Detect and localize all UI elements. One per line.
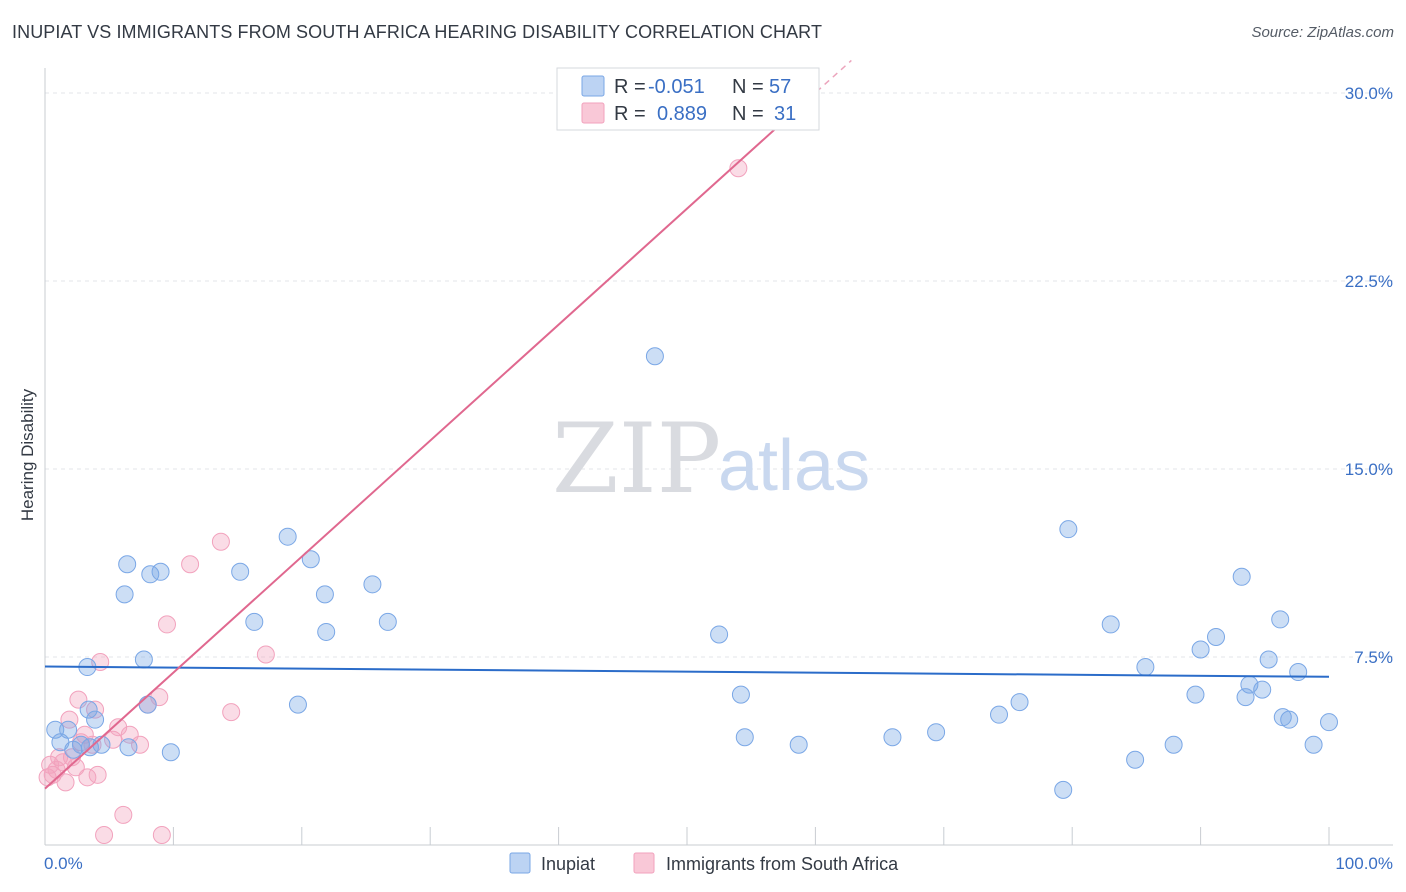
data-point-inupiat xyxy=(1289,663,1308,682)
data-point-inupiat xyxy=(1271,610,1290,629)
series-legend: Inupiat Immigrants from South Africa xyxy=(509,852,899,874)
data-point-inupiat xyxy=(735,728,754,747)
legend-inupiat-r-label: R = xyxy=(614,76,646,98)
data-point-inupiat xyxy=(1304,735,1323,754)
gridlines xyxy=(45,92,1393,658)
bottom-legend-swatch-sa xyxy=(633,852,655,874)
watermark-atlas: atlas xyxy=(718,426,870,506)
legend-sa-n-value: 31 xyxy=(774,103,796,125)
data-point-inupiat xyxy=(1191,640,1210,659)
source-label: Source: ZipAtlas.com xyxy=(1251,24,1394,41)
y-tick-label: 15.0% xyxy=(1345,460,1393,479)
data-point-inupiat xyxy=(245,612,264,631)
data-point-inupiat xyxy=(1054,780,1073,799)
y-tick-label: 30.0% xyxy=(1345,84,1393,103)
data-point-inupiat xyxy=(1259,650,1278,669)
data-point-inupiat xyxy=(789,735,808,754)
x-tick-labels: 0.0% 100.0% xyxy=(44,854,1393,873)
y-tick-label: 22.5% xyxy=(1345,272,1393,291)
legend-sa-r-label: R = xyxy=(614,103,646,125)
data-point-sa xyxy=(152,825,171,844)
data-point-inupiat xyxy=(1207,627,1226,646)
data-point-sa xyxy=(157,615,176,634)
data-point-sa xyxy=(114,805,133,824)
y-tick-label: 7.5% xyxy=(1354,648,1393,667)
legend-sa-r-value: 0.889 xyxy=(657,103,707,125)
bottom-legend-sa: Immigrants from South Africa xyxy=(666,854,899,874)
y-axis-title: Hearing Disability xyxy=(18,388,37,521)
bottom-legend-swatch-inupiat xyxy=(509,852,531,874)
legend-swatch-inupiat xyxy=(581,75,605,97)
legend-swatch-sa xyxy=(581,102,605,124)
data-point-inupiat xyxy=(151,562,170,581)
bottom-legend-inupiat: Inupiat xyxy=(541,854,595,874)
correlation-legend: R = -0.051 N = 57 R = 0.889 N = 31 xyxy=(556,67,820,131)
data-point-inupiat xyxy=(1280,710,1299,729)
data-point-inupiat xyxy=(118,555,137,574)
data-point-inupiat xyxy=(315,585,334,604)
data-point-inupiat xyxy=(317,622,336,641)
data-point-inupiat xyxy=(278,527,297,546)
data-point-inupiat xyxy=(731,685,750,704)
data-point-inupiat xyxy=(990,705,1009,724)
data-point-inupiat xyxy=(231,562,250,581)
data-point-inupiat xyxy=(79,700,98,719)
trendline-sa xyxy=(44,127,777,790)
data-point-sa xyxy=(222,703,241,722)
data-point-inupiat xyxy=(161,743,180,762)
data-point-sa xyxy=(56,773,75,792)
data-point-inupiat xyxy=(1253,680,1272,699)
data-point-inupiat xyxy=(1232,567,1251,586)
data-point-sa xyxy=(88,765,107,784)
legend-inupiat-r-value: -0.051 xyxy=(648,76,705,98)
data-point-sa xyxy=(95,825,114,844)
data-point-inupiat xyxy=(645,347,664,366)
data-point-inupiat xyxy=(288,695,307,714)
trendline-inupiat xyxy=(44,665,1330,678)
data-point-sa xyxy=(78,768,97,787)
data-point-inupiat xyxy=(378,612,397,631)
data-point-inupiat xyxy=(115,585,134,604)
data-point-inupiat xyxy=(1126,750,1145,769)
data-point-inupiat xyxy=(363,575,382,594)
chart-title: INUPIAT VS IMMIGRANTS FROM SOUTH AFRICA … xyxy=(12,22,823,42)
data-point-sa xyxy=(729,159,748,178)
data-point-inupiat xyxy=(1059,520,1078,539)
data-point-inupiat xyxy=(86,710,105,729)
data-point-sa xyxy=(181,555,200,574)
data-point-sa xyxy=(131,735,150,754)
axes xyxy=(44,68,1393,846)
y-tick-labels: 7.5% 15.0% 22.5% 30.0% xyxy=(1345,84,1393,667)
watermark: ZIP atlas xyxy=(552,403,870,515)
data-point-inupiat xyxy=(927,723,946,742)
data-point-inupiat xyxy=(1186,685,1205,704)
watermark-zip: ZIP xyxy=(552,403,721,515)
data-point-sa xyxy=(86,700,105,719)
data-point-inupiat xyxy=(1010,693,1029,712)
data-point-inupiat xyxy=(1136,658,1155,677)
legend-sa-n-label: N = xyxy=(732,103,764,125)
data-point-inupiat xyxy=(1101,615,1120,634)
data-point-sa xyxy=(60,710,79,729)
series-immigrants-south-africa xyxy=(38,159,748,844)
data-point-inupiat xyxy=(59,720,78,739)
data-point-inupiat xyxy=(134,650,153,669)
x-tick-label: 100.0% xyxy=(1335,854,1393,873)
data-point-inupiat xyxy=(1164,735,1183,754)
data-point-inupiat xyxy=(883,728,902,747)
data-point-inupiat xyxy=(1320,713,1338,732)
data-point-inupiat xyxy=(301,550,320,569)
x-tick-label: 0.0% xyxy=(44,854,83,873)
data-point-sa xyxy=(256,645,275,664)
data-point-sa xyxy=(211,532,230,551)
legend-inupiat-n-value: 57 xyxy=(769,76,791,98)
data-point-inupiat xyxy=(119,738,138,757)
legend-inupiat-n-label: N = xyxy=(732,76,764,98)
data-point-inupiat xyxy=(138,695,157,714)
data-point-inupiat xyxy=(141,565,160,584)
data-point-inupiat xyxy=(710,625,729,644)
